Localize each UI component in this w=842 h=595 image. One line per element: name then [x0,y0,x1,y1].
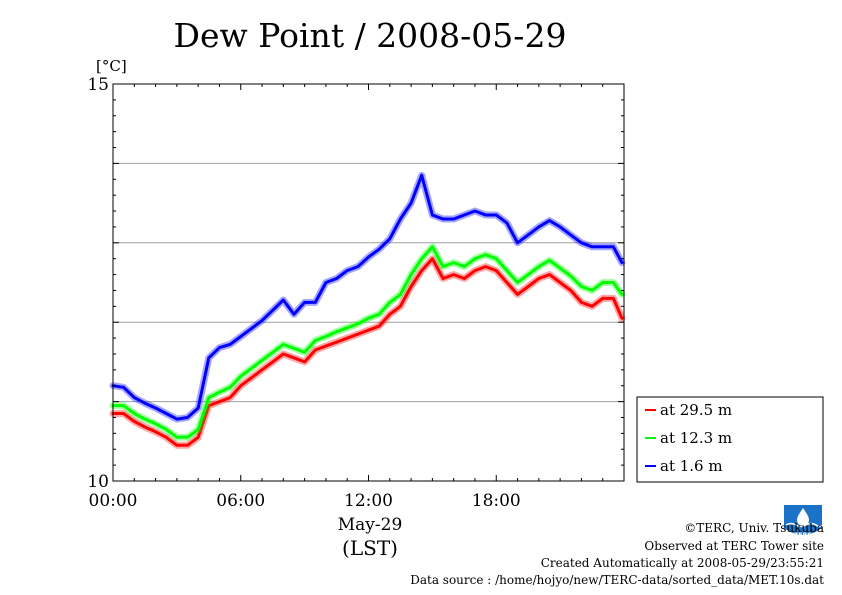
legend-box [636,396,824,483]
x-axis-label: May-29 [338,515,403,535]
series-2-line [111,173,624,421]
terc-logo: TERC [784,505,822,539]
series-lines [109,171,626,449]
axis-ticks: 00:00 06:00 12:00 18:00 10 15 [87,75,625,511]
chart-title: Dew Point / 2008-05-29 [174,16,567,55]
y-axis-unit: [°C] [96,57,127,75]
footer-source: Data source : /home/hojyo/new/TERC-data/… [410,573,824,587]
footer-created: Created Automatically at 2008-05-29/23:5… [541,556,824,570]
legend-label-1: at 12.3 m [660,429,732,447]
footer-copyright: ©TERC, Univ. Tsukuba [684,521,824,535]
x-tick-label: 12:00 [344,491,393,511]
series-2-band [109,171,626,423]
y-tick-label: 10 [87,472,109,492]
series-0-line [111,257,624,447]
x-tick-label: 18:00 [472,491,521,511]
logo-drop-icon [797,508,809,526]
x-axis-sublabel: (LST) [342,536,398,560]
legend: at 29.5 m at 12.3 m at 1.6 m [636,396,824,483]
grid-lines [113,162,624,403]
footer-observed: Observed at TERC Tower site [644,539,824,553]
x-tick-label: 00:00 [89,491,138,511]
series-1-line [111,245,624,439]
logo-text: TERC [794,532,812,539]
logo-wave-icon [785,522,822,528]
plot-frame [112,83,625,482]
y-tick-label: 15 [87,75,109,95]
x-tick-label: 06:00 [216,491,265,511]
legend-label-0: at 29.5 m [660,401,732,419]
legend-label-2: at 1.6 m [660,457,723,475]
